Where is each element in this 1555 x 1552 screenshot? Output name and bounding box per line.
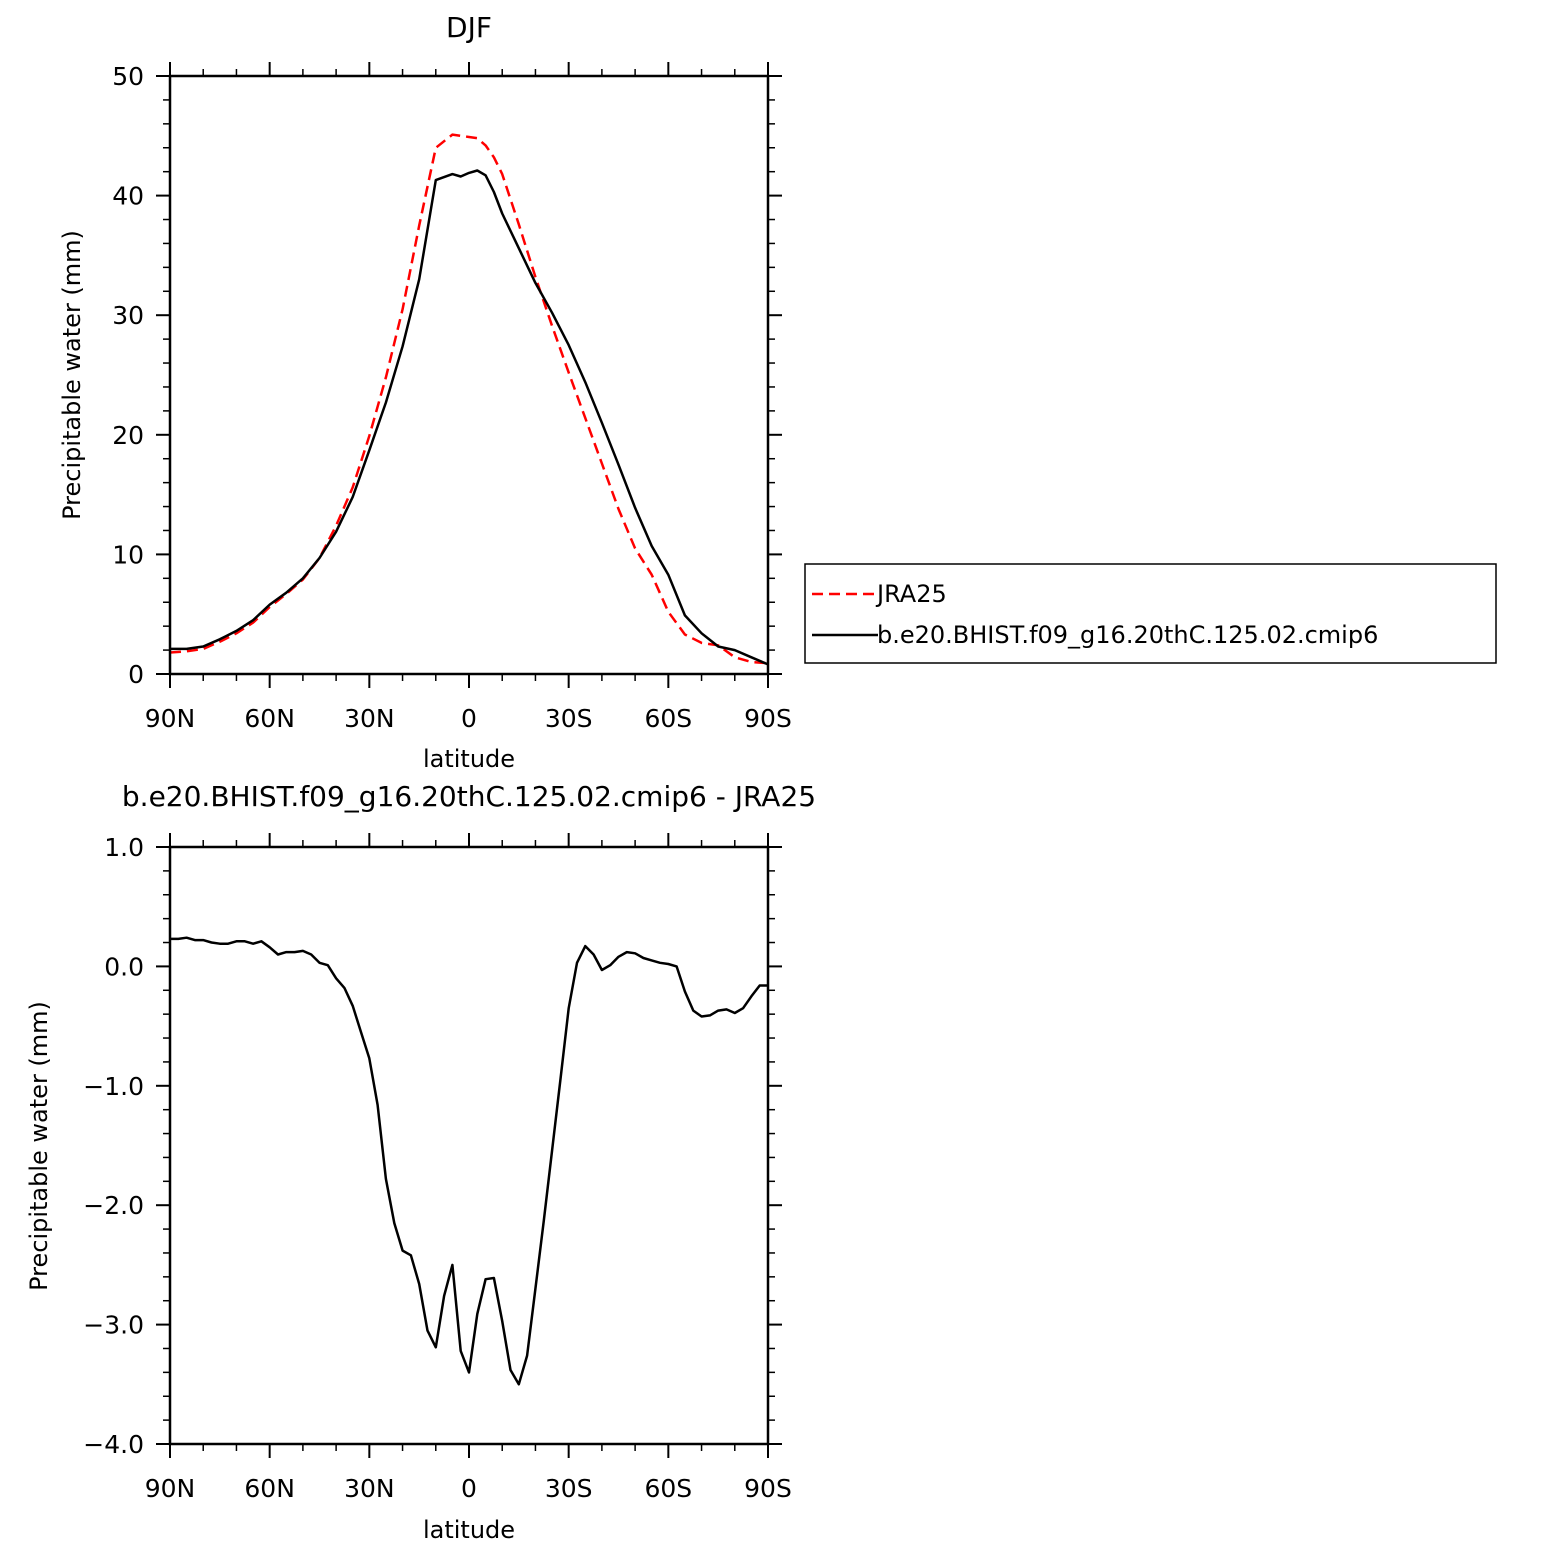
top-plot-frame — [168, 74, 770, 676]
bottom-y-axis-label: Precipitable water (mm) — [25, 1001, 53, 1291]
y-tick-label: −1.0 — [83, 1072, 144, 1101]
x-tick-label: 30N — [344, 704, 395, 733]
x-tick-label: 90S — [744, 704, 792, 733]
top-y-axis-label: Precipitable water (mm) — [58, 230, 86, 520]
y-tick-label: −2.0 — [83, 1191, 144, 1220]
bottom-panel: b.e20.BHIST.f09_g16.20thC.125.02.cmip6 -… — [25, 780, 816, 1544]
series-line-b-e20-bhist-f09-g16-20thc-125-02-cmip6 — [170, 169, 769, 666]
bottom-panel-lines — [170, 936, 768, 1386]
x-tick-label: 90N — [145, 1474, 196, 1503]
y-tick-label: 0.0 — [104, 952, 144, 981]
y-tick-label: 50 — [112, 62, 144, 91]
bottom-panel-x-tick-labels: 90N 60N 30N 0 30S 60S 90S — [145, 1474, 792, 1503]
y-tick-label: 10 — [112, 540, 144, 569]
legend-label-model: b.e20.BHIST.f09_g16.20thC.125.02.cmip6 — [877, 621, 1378, 649]
bottom-x-axis-label: latitude — [423, 1516, 515, 1544]
legend-box — [804, 563, 1497, 664]
x-tick-label: 0 — [461, 1474, 477, 1503]
x-tick-label: 30S — [545, 1474, 593, 1503]
x-tick-label: 30N — [344, 1474, 395, 1503]
top-panel-y-tick-labels: 0 10 20 30 40 50 — [112, 62, 144, 689]
x-tick-label: 90S — [744, 1474, 792, 1503]
series-line-difference — [170, 936, 768, 1386]
y-tick-label: −4.0 — [83, 1430, 144, 1459]
y-tick-label: 1.0 — [104, 833, 144, 862]
bottom-panel-title: b.e20.BHIST.f09_g16.20thC.125.02.cmip6 -… — [122, 780, 816, 813]
legend-label-jra25: JRA25 — [875, 580, 947, 608]
x-tick-label: 0 — [461, 704, 477, 733]
top-panel-lines — [169, 133, 769, 666]
series-line-jra25 — [169, 133, 769, 665]
bottom-plot-frame — [168, 845, 770, 1446]
x-tick-label: 60N — [244, 1474, 295, 1503]
y-tick-label: 30 — [112, 301, 144, 330]
top-panel-title: DJF — [446, 11, 492, 44]
y-tick-label: 20 — [112, 421, 144, 450]
x-tick-label: 60S — [644, 1474, 692, 1503]
top-panel-x-tick-labels: 90N 60N 30N 0 30S 60S 90S — [145, 704, 792, 733]
x-tick-label: 60N — [244, 704, 295, 733]
x-tick-label: 30S — [545, 704, 593, 733]
x-tick-label: 90N — [145, 704, 196, 733]
y-tick-label: 40 — [112, 182, 144, 211]
x-tick-label: 60S — [644, 704, 692, 733]
top-panel-ticks — [156, 62, 782, 688]
legend: JRA25 b.e20.BHIST.f09_g16.20thC.125.02.c… — [804, 563, 1497, 664]
top-panel: DJF 90N 60N 30N 0 30S 60S 90S 0 10 20 30 40 50 lati… — [58, 11, 1497, 773]
y-tick-label: 0 — [128, 660, 144, 689]
y-tick-label: −3.0 — [83, 1311, 144, 1340]
top-x-axis-label: latitude — [423, 745, 515, 773]
bottom-panel-y-tick-labels: 1.0 0.0 −1.0 −2.0 −3.0 −4.0 — [83, 833, 144, 1459]
